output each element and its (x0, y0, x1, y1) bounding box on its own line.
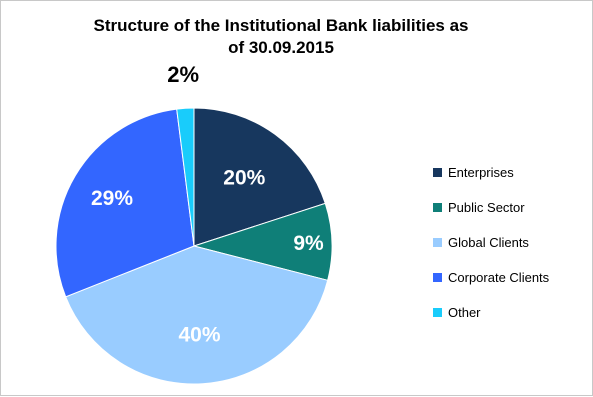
data-label-corporate-clients: 29% (91, 187, 133, 210)
legend-item-other: Other (433, 301, 593, 324)
pie-slice-corporate-clients (55, 108, 195, 298)
legend-item-global-clients: Global Clients (433, 231, 593, 254)
legend-swatch (433, 308, 442, 318)
legend-item-enterprises: Enterprises (433, 161, 593, 184)
data-label-global-clients: 40% (178, 324, 220, 347)
legend-swatch (433, 168, 442, 178)
data-label-other: 2% (167, 62, 199, 87)
legend-label: Global Clients (448, 235, 529, 250)
chart-title-line-2: of 30.09.2015 (228, 38, 334, 57)
legend: Enterprises Public Sector Global Clients Co… (433, 161, 593, 336)
chart-title: Structure of the Institutional Bank liab… (41, 15, 521, 59)
legend-swatch (433, 238, 442, 248)
legend-swatch (433, 203, 442, 213)
legend-item-public-sector: Public Sector (433, 196, 593, 219)
legend-label: Public Sector (448, 200, 525, 215)
pie-slice-other (176, 107, 195, 247)
legend-label: Corporate Clients (448, 270, 550, 285)
legend-item-corporate-clients: Corporate Clients (433, 266, 593, 289)
legend-label: Enterprises (448, 165, 514, 180)
data-label-enterprises: 20% (223, 166, 265, 189)
pie-slice-enterprises (193, 107, 326, 247)
pie-slice-global-clients (65, 245, 329, 385)
chart-title-line-1: Structure of the Institutional Bank liab… (93, 16, 469, 35)
legend-label: Other (448, 305, 481, 320)
legend-swatch (433, 273, 442, 283)
data-label-public-sector: 9% (293, 232, 324, 255)
